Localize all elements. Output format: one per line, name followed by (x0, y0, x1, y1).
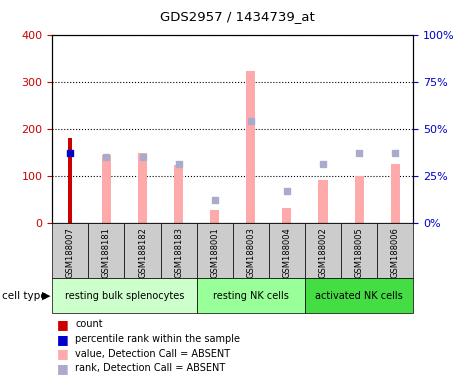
Text: ■: ■ (57, 333, 69, 346)
Text: value, Detection Call = ABSENT: value, Detection Call = ABSENT (75, 349, 230, 359)
Text: GDS2957 / 1434739_at: GDS2957 / 1434739_at (160, 10, 315, 23)
Text: GSM188182: GSM188182 (138, 227, 147, 278)
Text: ■: ■ (57, 362, 69, 375)
Text: activated NK cells: activated NK cells (315, 291, 403, 301)
Text: percentile rank within the sample: percentile rank within the sample (75, 334, 240, 344)
Text: GSM188006: GSM188006 (391, 227, 399, 278)
Bar (197, 223, 233, 278)
Bar (305, 278, 413, 313)
Text: count: count (75, 319, 103, 329)
Text: GSM188183: GSM188183 (174, 227, 183, 278)
Text: ▶: ▶ (42, 291, 50, 301)
Bar (124, 223, 161, 278)
Bar (68, 138, 73, 223)
Text: resting bulk splenocytes: resting bulk splenocytes (65, 291, 184, 301)
Text: rank, Detection Call = ABSENT: rank, Detection Call = ABSENT (75, 363, 225, 373)
Text: GSM188004: GSM188004 (283, 227, 291, 278)
Bar (88, 223, 124, 278)
Text: ■: ■ (57, 347, 69, 360)
Text: resting NK cells: resting NK cells (213, 291, 289, 301)
Bar (390, 164, 399, 223)
Bar (52, 223, 88, 278)
Bar (138, 153, 147, 223)
Bar (247, 71, 256, 223)
Bar (354, 176, 364, 223)
Text: GSM188007: GSM188007 (66, 227, 75, 278)
Text: GSM188002: GSM188002 (319, 227, 327, 278)
Bar (269, 223, 305, 278)
Bar (102, 154, 111, 223)
Bar (52, 278, 197, 313)
Bar (210, 210, 219, 223)
Bar (305, 223, 341, 278)
Bar (341, 223, 377, 278)
Text: GSM188001: GSM188001 (210, 227, 219, 278)
Bar (161, 223, 197, 278)
Bar (174, 166, 183, 223)
Text: cell type: cell type (2, 291, 47, 301)
Bar (377, 223, 413, 278)
Text: GSM188003: GSM188003 (247, 227, 255, 278)
Text: GSM188005: GSM188005 (355, 227, 363, 278)
Text: ■: ■ (57, 318, 69, 331)
Text: GSM188181: GSM188181 (102, 227, 111, 278)
Bar (197, 278, 305, 313)
Bar (282, 208, 291, 223)
Bar (233, 223, 269, 278)
Bar (318, 180, 328, 223)
